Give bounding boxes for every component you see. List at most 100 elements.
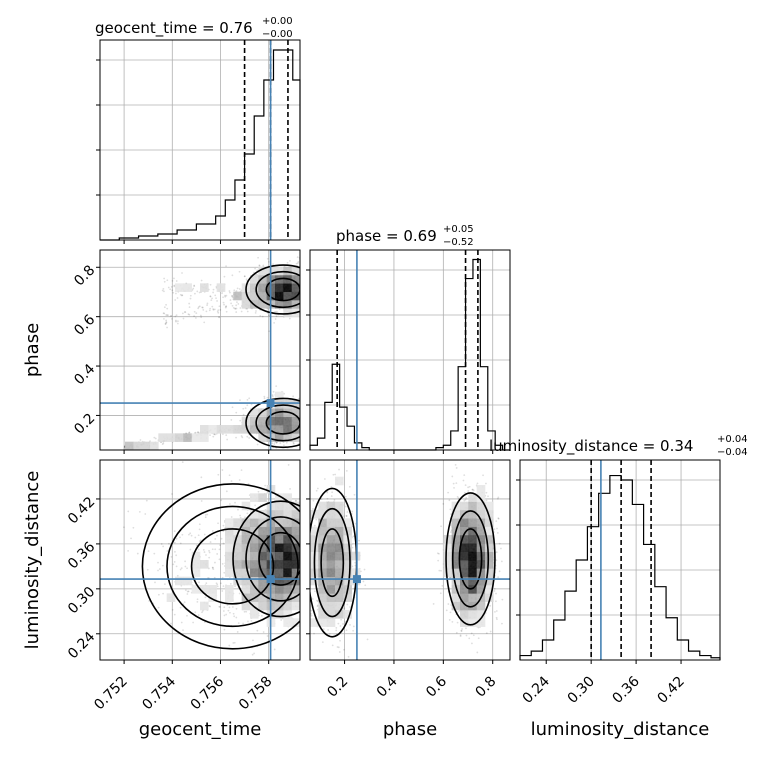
sample-point <box>224 295 227 298</box>
sample-point <box>231 406 234 409</box>
sample-point <box>206 513 209 516</box>
density-cell <box>291 408 300 417</box>
sample-point <box>172 291 175 294</box>
sample-point <box>209 541 212 543</box>
density-cell <box>291 300 300 309</box>
sample-point <box>218 558 221 561</box>
density-cell <box>275 291 284 301</box>
sample-point <box>235 290 238 292</box>
sample-point <box>231 295 233 298</box>
sample-point <box>228 290 231 292</box>
sample-point <box>193 284 196 287</box>
sample-point <box>219 544 221 547</box>
sample-point <box>188 431 191 434</box>
sample-point <box>202 548 205 551</box>
sample-point <box>222 610 225 612</box>
sample-point <box>214 294 217 297</box>
sample-point <box>181 461 184 464</box>
sample-point <box>220 499 223 502</box>
sample-point <box>138 510 141 513</box>
sample-point <box>175 554 178 557</box>
sample-point <box>211 530 214 532</box>
sample-point <box>192 287 195 290</box>
sample-point <box>225 265 227 268</box>
sample-point <box>242 622 244 625</box>
sample-point <box>225 294 228 297</box>
sample-point <box>236 631 239 633</box>
sample-point <box>181 272 183 274</box>
density-cell <box>291 283 300 292</box>
density-cell <box>141 441 151 450</box>
sample-point <box>188 533 190 536</box>
sample-point <box>212 308 215 310</box>
density-cell <box>183 283 192 292</box>
sample-point <box>246 404 249 407</box>
sample-point <box>275 385 278 388</box>
density-cell <box>125 441 134 450</box>
sample-point <box>163 317 165 320</box>
sample-point <box>213 433 216 436</box>
sample-point <box>209 295 212 298</box>
sample-point <box>288 317 291 320</box>
sample-point <box>179 606 182 609</box>
sample-point <box>273 648 276 651</box>
sample-point <box>163 280 166 283</box>
density-cell <box>133 441 142 450</box>
sample-point <box>218 316 221 319</box>
sample-point <box>162 545 165 548</box>
sample-point <box>198 581 200 584</box>
sample-point <box>176 297 179 299</box>
sample-point <box>211 548 214 551</box>
sample-point <box>228 644 231 647</box>
contour-1 <box>245 397 300 449</box>
panel-background <box>310 250 510 450</box>
sample-point <box>233 641 236 644</box>
sample-point <box>206 302 209 305</box>
sample-point <box>169 315 172 317</box>
sample-point <box>217 473 220 476</box>
sample-point <box>266 257 269 260</box>
sample-point <box>275 315 278 318</box>
sample-point <box>221 292 223 295</box>
sample-point <box>179 542 182 545</box>
sample-point <box>146 568 149 571</box>
density-cell <box>291 275 300 284</box>
sample-point <box>210 299 213 301</box>
sample-point <box>201 610 204 612</box>
sample-point <box>187 313 190 316</box>
sample-point <box>232 306 235 309</box>
sample-point <box>256 629 259 632</box>
sample-point <box>173 284 176 287</box>
sample-point <box>157 561 159 564</box>
contour-1 <box>255 404 300 442</box>
sample-point <box>196 598 199 601</box>
sample-point <box>220 537 223 540</box>
sample-point <box>280 619 283 621</box>
sample-point <box>201 306 204 309</box>
sample-point <box>193 315 196 318</box>
sample-point <box>212 309 215 311</box>
contour-0 <box>255 270 300 309</box>
sample-point <box>160 543 163 545</box>
sample-point <box>237 508 239 511</box>
sample-point <box>218 305 221 308</box>
sample-point <box>173 277 175 280</box>
sample-point <box>252 639 254 642</box>
sample-point <box>218 605 221 608</box>
sample-point <box>229 291 231 294</box>
sample-point <box>212 288 215 291</box>
sample-point <box>199 314 202 317</box>
sample-point <box>250 403 253 406</box>
sample-point <box>275 441 278 444</box>
sample-point <box>289 488 291 490</box>
density-cell <box>291 433 300 442</box>
sample-point <box>237 303 240 305</box>
sample-point <box>208 309 211 312</box>
density-cell <box>258 425 267 434</box>
sample-point <box>194 317 197 319</box>
panel-background <box>100 40 300 240</box>
sample-point <box>166 550 169 552</box>
sample-point <box>179 293 182 296</box>
sample-point <box>211 297 213 300</box>
sample-point <box>223 303 225 306</box>
